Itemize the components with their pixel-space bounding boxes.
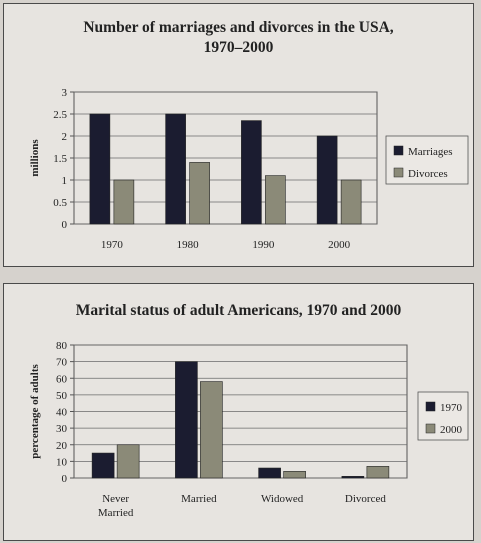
chart1-y-axis-label: millions [29,139,41,177]
chart1-ytick-label: 1.5 [53,153,67,165]
chart2-bar-2000 [116,444,140,479]
chart1-ytick-label: 3 [62,87,68,99]
chart1-legend-swatch [393,167,404,178]
chart1-legend-label: Divorces [408,168,448,180]
chart1-legend-swatch [393,145,404,156]
chart2-legend-label: 2000 [440,424,463,436]
chart1-ytick-label: 0.5 [53,197,67,209]
chart2-bar-1970 [341,476,365,479]
chart2-bar-2000 [283,471,306,479]
chart1-bar-marriages [241,120,262,225]
chart2-ytick-label: 70 [56,357,68,369]
chart1-ytick-label: 0 [62,219,68,231]
chart1-bar-marriages [89,113,111,225]
chart2-ytick-label: 50 [56,390,68,402]
chart2-bar-1970 [91,452,115,479]
chart2-title: Marital status of adult Americans, 1970 … [75,302,402,319]
chart1-category-label: 1980 [177,239,200,251]
chart1-bar-divorces [265,175,286,225]
chart1-bar-divorces [340,179,362,225]
chart2-category-label: Divorced [345,493,386,505]
chart1-legend-label: Marriages [408,146,453,158]
chart1-bar-divorces [189,162,210,225]
chart2-bar-1970 [175,361,198,479]
marriages-divorces-chart-panel: Number of marriages and divorces in the … [3,3,474,267]
chart1-title-line1: Number of marriages and divorces in the … [83,19,394,36]
chart1-category-label: 1970 [101,239,124,251]
chart2-ytick-label: 0 [62,473,68,485]
chart1-bar-divorces [113,179,135,225]
chart1-title-line2: 1970–2000 [203,39,274,56]
chart2-bar-2000 [200,381,223,479]
chart2-category-label: Married [98,507,134,519]
chart1-category-label: 2000 [328,239,351,251]
chart1-bar-marriages [316,135,338,225]
chart2-ytick-label: 40 [56,407,68,419]
chart2-legend-swatch [425,401,436,412]
chart2-ytick-label: 80 [56,340,68,352]
chart2-ytick-label: 20 [56,440,68,452]
chart1-ytick-label: 1 [62,175,68,187]
chart2-legend-swatch [425,423,436,434]
chart2-category-label: Widowed [261,493,304,505]
chart2-y-axis-label: percentage of adults [29,364,41,459]
chart2-svg: 0 10 20 30 40 50 60 70 80 percentage of adults Nev… [29,340,469,519]
chart2-legend-label: 1970 [440,402,463,414]
chart1-category-label: 1990 [252,239,275,251]
marital-status-chart-panel: Marital status of adult Americans, 1970 … [3,283,474,541]
chart2-category-label: Never [102,493,129,505]
chart1-ytick-label: 2.5 [53,109,67,121]
chart2-bar-1970 [258,467,281,479]
chart2-category-label: Married [181,493,217,505]
chart1-ytick-label: 2 [62,131,68,143]
chart1-bar-marriages [165,113,186,225]
chart2-ytick-label: 30 [56,423,68,435]
chart2-bar-2000 [366,466,390,479]
chart2-ytick-label: 60 [56,373,68,385]
chart1-svg: 0 0.5 1 1.5 2 2.5 3 millions 1970 1980 1990 2000 Mar… [29,87,469,251]
chart2-ytick-label: 10 [56,456,68,468]
